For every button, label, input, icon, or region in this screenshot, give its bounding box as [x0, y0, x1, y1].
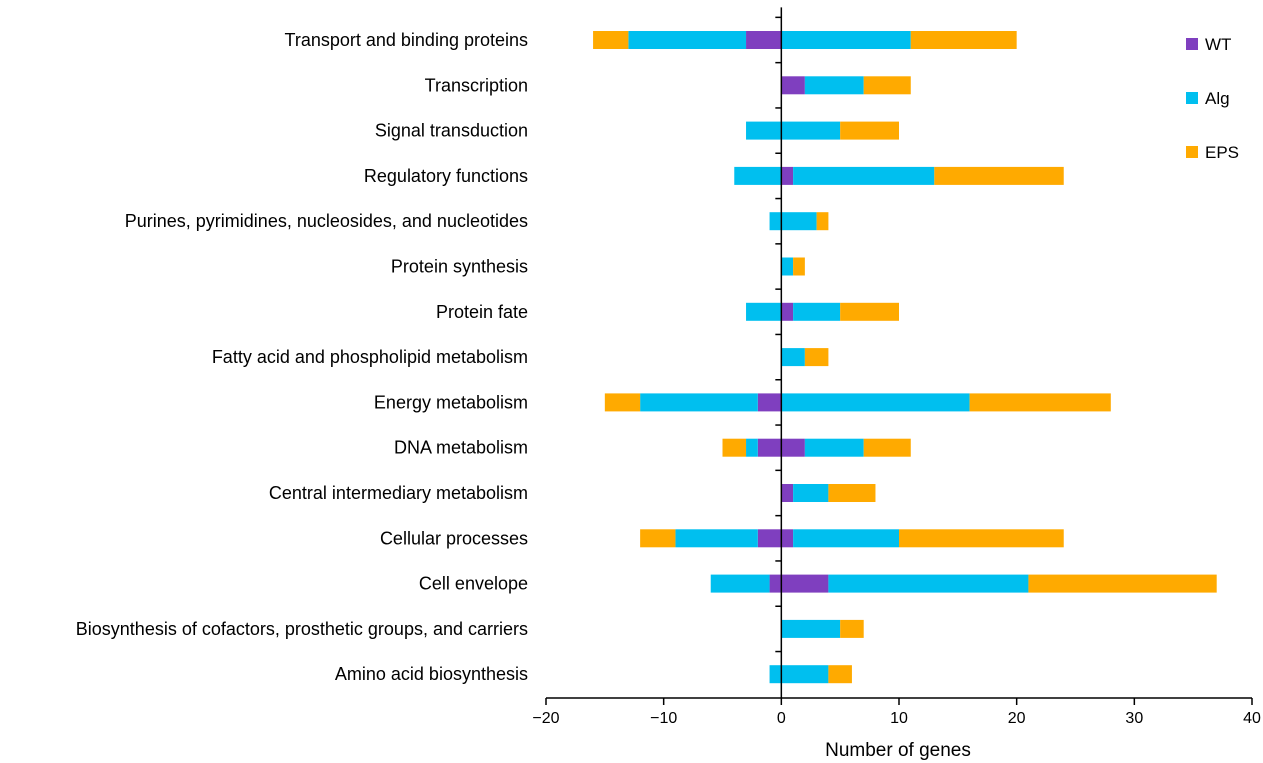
bar-wt-neg-cellular-processes — [757, 529, 782, 548]
category-label-cellular-processes: Cellular processes — [380, 528, 528, 548]
legend-label-alg: Alg — [1205, 89, 1230, 108]
bar-eps-neg-energy-metabolism — [604, 393, 641, 412]
bar-alg-pos-transport-and-binding-proteins — [781, 31, 911, 49]
x-tick-label: −10 — [650, 710, 677, 727]
bar-eps-pos-fatty-acid-and-phospholipid-metabolism — [804, 348, 829, 367]
bar-alg-pos-amino-acid-biosynthesis — [781, 665, 829, 684]
category-label-cell-envelope: Cell envelope — [419, 574, 528, 594]
bar-alg-neg-cellular-processes — [675, 529, 758, 548]
category-label-protein-fate: Protein fate — [436, 302, 528, 322]
bar-alg-neg-energy-metabolism — [640, 393, 758, 412]
category-label-purines-pyrimidines-nucleosides-and-nucleotides: Purines, pyrimidines, nucleosides, and n… — [125, 211, 528, 231]
bar-wt-pos-protein-fate — [781, 302, 794, 321]
legend-swatch-wt — [1186, 38, 1198, 50]
category-label-protein-synthesis: Protein synthesis — [391, 257, 528, 277]
bar-wt-pos-cell-envelope — [781, 574, 829, 593]
bar-eps-pos-protein-fate — [840, 302, 899, 321]
bar-eps-pos-amino-acid-biosynthesis — [828, 665, 852, 684]
bar-alg-neg-cell-envelope — [710, 574, 770, 593]
bar-alg-pos-protein-synthesis — [781, 257, 794, 276]
x-tick-label: −20 — [532, 710, 559, 727]
bar-wt-pos-central-intermediary-metabolism — [781, 484, 794, 502]
x-tick-label: 20 — [1008, 710, 1026, 727]
bar-wt-neg-energy-metabolism — [757, 393, 782, 412]
bar-wt-pos-regulatory-functions — [781, 166, 794, 185]
bar-eps-pos-cell-envelope — [1028, 574, 1217, 593]
x-tick-label: 30 — [1125, 710, 1143, 727]
legend-label-wt: WT — [1205, 35, 1231, 54]
bar-eps-pos-protein-synthesis — [793, 257, 805, 276]
bar-wt-pos-dna-metabolism — [781, 438, 805, 457]
bar-eps-pos-purines-pyrimidines-nucleosides-and-nucleotides — [816, 212, 829, 231]
bar-alg-pos-dna-metabolism — [804, 438, 864, 457]
bar-alg-neg-transport-and-binding-proteins — [628, 31, 747, 49]
bar-eps-pos-biosynthesis-of-cofactors-prosthetic-groups-and-carriers — [840, 619, 864, 638]
x-tick-label: 40 — [1243, 710, 1261, 727]
legend-swatch-eps — [1186, 146, 1198, 158]
bar-alg-pos-biosynthesis-of-cofactors-prosthetic-groups-and-carriers — [781, 619, 841, 638]
bar-alg-neg-purines-pyrimidines-nucleosides-and-nucleotides — [769, 212, 782, 231]
x-tick-label: 10 — [890, 710, 908, 727]
bar-alg-pos-signal-transduction — [781, 121, 841, 140]
bar-eps-pos-signal-transduction — [840, 121, 899, 140]
category-label-energy-metabolism: Energy metabolism — [374, 392, 528, 412]
bar-wt-neg-transport-and-binding-proteins — [746, 31, 782, 49]
bar-eps-pos-transcription — [863, 76, 911, 95]
bar-alg-pos-central-intermediary-metabolism — [793, 484, 829, 502]
bar-eps-pos-cellular-processes — [899, 529, 1064, 548]
x-axis-title: Number of genes — [825, 740, 971, 761]
bar-alg-neg-dna-metabolism — [746, 438, 758, 457]
category-label-regulatory-functions: Regulatory functions — [364, 166, 528, 186]
bar-alg-pos-fatty-acid-and-phospholipid-metabolism — [781, 348, 805, 367]
bar-wt-neg-cell-envelope — [769, 574, 782, 593]
bar-alg-pos-transcription — [804, 76, 864, 95]
bar-alg-pos-cell-envelope — [828, 574, 1029, 593]
bar-alg-pos-energy-metabolism — [781, 393, 970, 412]
bar-eps-pos-energy-metabolism — [969, 393, 1111, 412]
bar-alg-pos-regulatory-functions — [793, 166, 935, 185]
bar-eps-pos-regulatory-functions — [934, 166, 1064, 185]
bar-alg-pos-protein-fate — [793, 302, 841, 321]
bar-alg-neg-signal-transduction — [746, 121, 782, 140]
category-label-central-intermediary-metabolism: Central intermediary metabolism — [269, 483, 528, 503]
legend: WT Alg EPS — [1186, 35, 1239, 162]
legend-label-eps: EPS — [1205, 143, 1239, 162]
bar-alg-neg-amino-acid-biosynthesis — [769, 665, 782, 684]
category-label-transcription: Transcription — [425, 75, 528, 95]
category-label-signal-transduction: Signal transduction — [375, 121, 528, 141]
bar-alg-neg-regulatory-functions — [734, 166, 782, 185]
category-label-dna-metabolism: DNA metabolism — [394, 438, 528, 458]
legend-swatch-alg — [1186, 92, 1198, 104]
bar-wt-neg-dna-metabolism — [757, 438, 782, 457]
bar-wt-pos-cellular-processes — [781, 529, 794, 548]
bar-alg-neg-protein-fate — [746, 302, 782, 321]
bars-layer — [593, 31, 1217, 684]
category-label-fatty-acid-and-phospholipid-metabolism: Fatty acid and phospholipid metabolism — [212, 347, 528, 367]
category-labels: Transport and binding proteins Transcript… — [76, 30, 528, 684]
bar-eps-pos-central-intermediary-metabolism — [828, 484, 876, 502]
x-tick-label: 0 — [777, 710, 786, 727]
x-axis: −20 −10 0 10 20 30 40 — [532, 697, 1261, 727]
bar-eps-pos-dna-metabolism — [863, 438, 911, 457]
bar-wt-pos-transcription — [781, 76, 805, 95]
category-label-transport-and-binding-proteins: Transport and binding proteins — [285, 30, 528, 50]
bar-eps-neg-dna-metabolism — [722, 438, 747, 457]
bar-eps-neg-transport-and-binding-proteins — [593, 31, 629, 49]
bar-alg-pos-purines-pyrimidines-nucleosides-and-nucleotides — [781, 212, 817, 231]
bar-alg-pos-cellular-processes — [793, 529, 899, 548]
bar-eps-pos-transport-and-binding-proteins — [910, 31, 1017, 49]
category-label-biosynthesis-of-cofactors-prosthetic-groups-and-carriers: Biosynthesis of cofactors, prosthetic gr… — [76, 619, 528, 639]
bar-eps-neg-cellular-processes — [640, 529, 676, 548]
category-label-amino-acid-biosynthesis: Amino acid biosynthesis — [335, 664, 528, 684]
y-axis — [775, 7, 783, 698]
